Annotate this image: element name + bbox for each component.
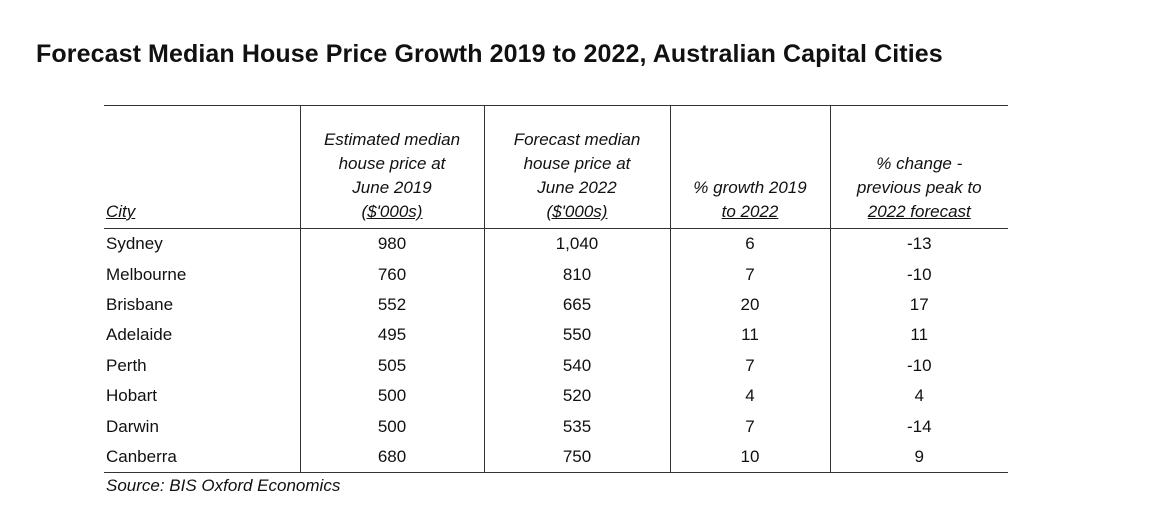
column-header-forecast-2022: Forecast median house price at June 2022 ($… xyxy=(483,105,670,229)
cell-est-2019: 500 xyxy=(299,411,484,442)
cell-fc-2022: 520 xyxy=(483,380,670,412)
column-header-line: house price at xyxy=(523,154,631,173)
header-row: City Estimated median house price at June … xyxy=(104,105,1008,229)
cell-growth: 4 xyxy=(669,380,830,412)
column-header-line: 2022 forecast xyxy=(867,202,971,221)
table-row: Hobart 500 520 4 4 xyxy=(104,380,1008,412)
table-row: Sydney 980 1,040 6 -13 xyxy=(104,228,1008,260)
cell-city: Hobart xyxy=(106,386,158,406)
column-header-line: house price at xyxy=(338,154,446,173)
cell-fc-2022: 750 xyxy=(483,441,670,474)
column-header-line: City xyxy=(106,202,136,221)
cell-city: Melbourne xyxy=(106,264,187,284)
column-header-estimated-2019: Estimated median house price at June 2019 (… xyxy=(299,105,484,229)
cell-fc-2022: 810 xyxy=(483,259,670,290)
cell-est-2019: 980 xyxy=(299,228,484,260)
table-row: Adelaide 495 550 11 11 xyxy=(104,320,1008,351)
cell-peak-change: 11 xyxy=(829,320,1008,351)
cell-est-2019: 495 xyxy=(299,320,484,351)
cell-growth: 6 xyxy=(669,228,830,260)
cell-peak-change: -13 xyxy=(829,228,1008,260)
cell-peak-change: -10 xyxy=(829,350,1008,381)
cell-city: Darwin xyxy=(106,416,159,436)
cell-growth: 20 xyxy=(669,289,830,321)
column-header-line: June 2019 xyxy=(352,178,432,197)
table-row: Canberra 680 750 10 9 xyxy=(104,441,1008,474)
table-row: Brisbane 552 665 20 17 xyxy=(104,289,1008,321)
chart-title: Forecast Median House Price Growth 2019 … xyxy=(36,40,943,68)
cell-city: Canberra xyxy=(104,441,300,474)
cell-growth: 7 xyxy=(669,350,830,381)
cell-peak-change: 4 xyxy=(829,380,1008,412)
column-header-line: ($'000s) xyxy=(546,202,608,221)
table-body: Sydney 980 1,040 6 -13 Melbourne 760 810 7 -10 Bri… xyxy=(104,228,1008,474)
cell-fc-2022: 550 xyxy=(483,320,670,351)
cell-peak-change: -10 xyxy=(829,259,1008,290)
column-header-line: previous peak to xyxy=(856,178,982,197)
column-header-line: ($'000s) xyxy=(361,202,423,221)
column-header-peak-change: % change - previous peak to 2022 forecast xyxy=(829,105,1008,229)
table-row: Darwin 500 535 7 -14 xyxy=(104,411,1008,442)
cell-est-2019: 680 xyxy=(299,441,484,474)
column-header-line: Estimated median xyxy=(323,130,461,149)
table-row: Perth 505 540 7 -10 xyxy=(104,350,1008,381)
cell-fc-2022: 535 xyxy=(483,411,670,442)
cell-peak-change: -14 xyxy=(829,411,1008,442)
cell-fc-2022: 540 xyxy=(483,350,670,381)
column-header-line: Forecast median xyxy=(513,130,641,149)
source-note: Source: BIS Oxford Economics xyxy=(106,476,341,495)
cell-growth: 7 xyxy=(669,259,830,290)
cell-est-2019: 500 xyxy=(299,380,484,412)
cell-city: Perth xyxy=(106,355,147,375)
cell-peak-change: 9 xyxy=(829,441,1008,474)
cell-city: Sydney xyxy=(106,234,163,254)
data-table: City Estimated median house price at June … xyxy=(104,105,1008,474)
cell-fc-2022: 665 xyxy=(483,289,670,321)
column-header-line: % change - xyxy=(876,154,963,173)
cell-growth: 7 xyxy=(669,411,830,442)
column-header-growth: % growth 2019 to 2022 xyxy=(669,105,830,229)
cell-fc-2022: 1,040 xyxy=(483,228,670,260)
cell-est-2019: 505 xyxy=(299,350,484,381)
cell-est-2019: 552 xyxy=(299,289,484,321)
table-row: Melbourne 760 810 7 -10 xyxy=(104,259,1008,290)
column-header-line: June 2022 xyxy=(537,178,617,197)
cell-city: Adelaide xyxy=(106,325,173,345)
price-growth-table: City Estimated median house price at June … xyxy=(104,105,1008,474)
cell-growth: 11 xyxy=(669,320,830,351)
cell-city: Brisbane xyxy=(106,294,174,314)
column-header-city: City xyxy=(104,105,300,229)
cell-growth: 10 xyxy=(669,441,830,474)
column-header-line: to 2022 xyxy=(721,202,779,221)
cell-peak-change: 17 xyxy=(829,289,1008,321)
column-header-line: % growth 2019 xyxy=(693,178,807,197)
cell-est-2019: 760 xyxy=(299,259,484,290)
